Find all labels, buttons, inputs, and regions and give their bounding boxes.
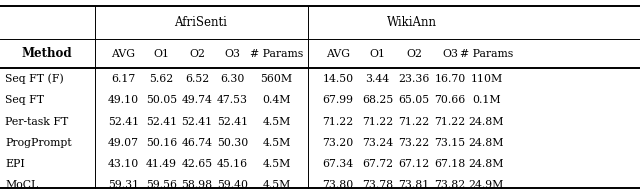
- Text: 58.98: 58.98: [182, 180, 212, 190]
- Text: O2: O2: [406, 49, 422, 59]
- Text: 560M: 560M: [260, 74, 292, 84]
- Text: 3.44: 3.44: [365, 74, 390, 84]
- Text: 4.5M: 4.5M: [262, 117, 291, 127]
- Text: 49.07: 49.07: [108, 138, 139, 148]
- Text: ProgPrompt: ProgPrompt: [5, 138, 72, 148]
- Text: 6.52: 6.52: [185, 74, 209, 84]
- Text: 49.10: 49.10: [108, 95, 139, 105]
- Text: 67.72: 67.72: [362, 159, 393, 169]
- Text: EPI: EPI: [5, 159, 25, 169]
- Text: 24.8M: 24.8M: [468, 117, 504, 127]
- Text: 73.78: 73.78: [362, 180, 393, 190]
- Text: 67.99: 67.99: [323, 95, 353, 105]
- Text: 49.74: 49.74: [182, 95, 212, 105]
- Text: 73.15: 73.15: [435, 138, 465, 148]
- Text: 45.16: 45.16: [217, 159, 248, 169]
- Text: 6.30: 6.30: [220, 74, 244, 84]
- Text: 0.1M: 0.1M: [472, 95, 500, 105]
- Text: O2: O2: [189, 49, 205, 59]
- Text: 73.82: 73.82: [435, 180, 465, 190]
- Text: 110M: 110M: [470, 74, 502, 84]
- Text: 4.5M: 4.5M: [262, 159, 291, 169]
- Text: 5.62: 5.62: [149, 74, 173, 84]
- Text: 71.22: 71.22: [362, 117, 393, 127]
- Text: 23.36: 23.36: [398, 74, 430, 84]
- Text: 43.10: 43.10: [108, 159, 139, 169]
- Text: 50.05: 50.05: [146, 95, 177, 105]
- Text: 68.25: 68.25: [362, 95, 393, 105]
- Text: 73.24: 73.24: [362, 138, 393, 148]
- Text: 6.17: 6.17: [111, 74, 136, 84]
- Text: 52.41: 52.41: [217, 117, 248, 127]
- Text: # Params: # Params: [460, 49, 513, 59]
- Text: 59.31: 59.31: [108, 180, 139, 190]
- Text: 73.20: 73.20: [323, 138, 353, 148]
- Text: 52.41: 52.41: [182, 117, 212, 127]
- Text: 71.22: 71.22: [435, 117, 465, 127]
- Text: 46.74: 46.74: [182, 138, 212, 148]
- Text: 52.41: 52.41: [146, 117, 177, 127]
- Text: Seq FT (F): Seq FT (F): [5, 74, 64, 84]
- Text: 65.05: 65.05: [399, 95, 429, 105]
- Text: 67.12: 67.12: [399, 159, 429, 169]
- Text: 52.41: 52.41: [108, 117, 139, 127]
- Text: 50.30: 50.30: [217, 138, 248, 148]
- Text: 59.56: 59.56: [146, 180, 177, 190]
- Text: MoCL: MoCL: [5, 180, 38, 190]
- Text: 4.5M: 4.5M: [262, 138, 291, 148]
- Text: O3: O3: [442, 49, 458, 59]
- Text: 67.34: 67.34: [323, 159, 353, 169]
- Text: 4.5M: 4.5M: [262, 180, 291, 190]
- Text: 16.70: 16.70: [435, 74, 465, 84]
- Text: 14.50: 14.50: [323, 74, 353, 84]
- Text: 59.40: 59.40: [217, 180, 248, 190]
- Text: 47.53: 47.53: [217, 95, 248, 105]
- Text: Per-task FT: Per-task FT: [5, 117, 68, 127]
- Text: O3: O3: [225, 49, 241, 59]
- Text: O1: O1: [370, 49, 385, 59]
- Text: AVG: AVG: [111, 49, 136, 59]
- Text: AVG: AVG: [326, 49, 350, 59]
- Text: 42.65: 42.65: [182, 159, 212, 169]
- Text: # Params: # Params: [250, 49, 303, 59]
- Text: Seq FT: Seq FT: [5, 95, 44, 105]
- Text: 67.18: 67.18: [435, 159, 465, 169]
- Text: 73.22: 73.22: [399, 138, 429, 148]
- Text: 71.22: 71.22: [399, 117, 429, 127]
- Text: Method: Method: [21, 47, 72, 60]
- Text: 70.66: 70.66: [435, 95, 465, 105]
- Text: 73.80: 73.80: [323, 180, 353, 190]
- Text: 71.22: 71.22: [323, 117, 353, 127]
- Text: 0.4M: 0.4M: [262, 95, 291, 105]
- Text: 24.8M: 24.8M: [468, 138, 504, 148]
- Text: 50.16: 50.16: [146, 138, 177, 148]
- Text: 24.9M: 24.9M: [468, 180, 504, 190]
- Text: AfriSenti: AfriSenti: [173, 16, 227, 29]
- Text: 41.49: 41.49: [146, 159, 177, 169]
- Text: WikiAnn: WikiAnn: [387, 16, 437, 29]
- Text: 73.81: 73.81: [399, 180, 429, 190]
- Text: O1: O1: [154, 49, 169, 59]
- Text: 24.8M: 24.8M: [468, 159, 504, 169]
